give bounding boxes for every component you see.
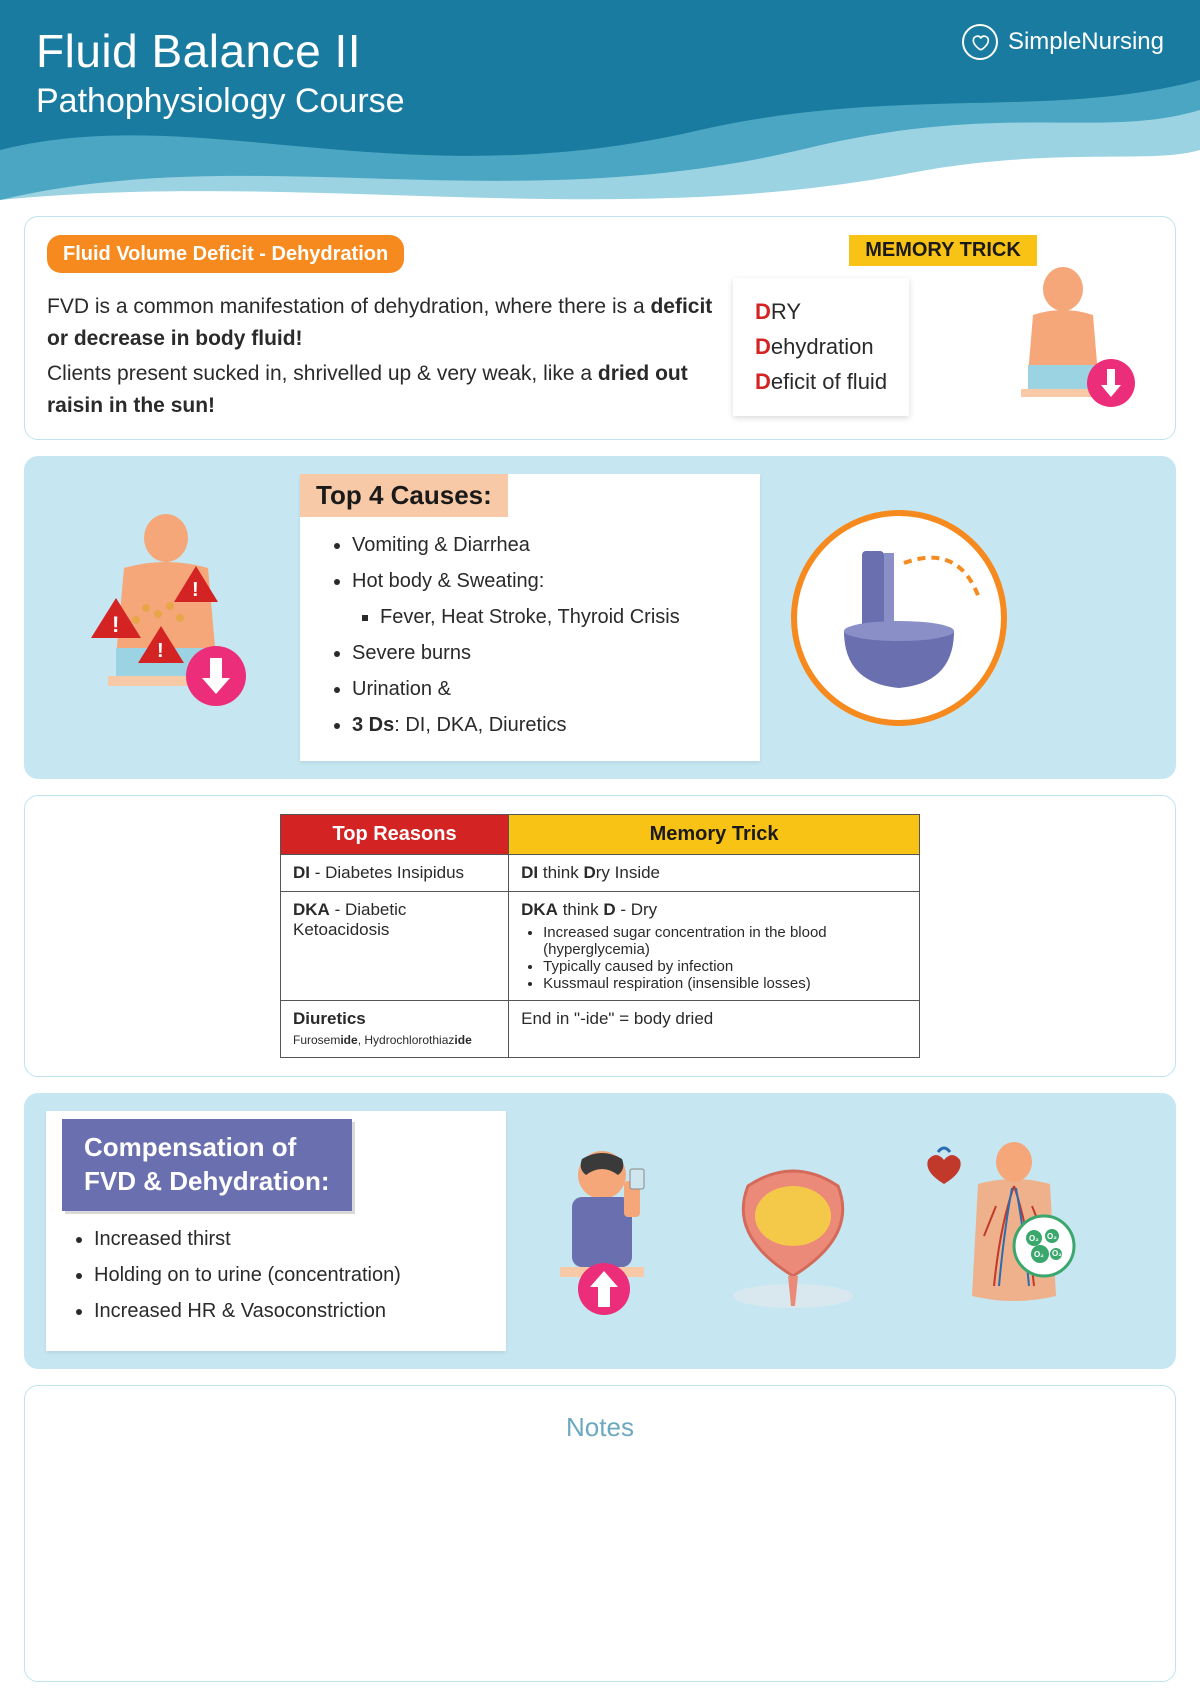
comp-item: Holding on to urine (concentration) [94,1257,484,1293]
table-row: Diuretics Furosemide, Hydrochlorothiazid… [281,1001,920,1058]
svg-text:O₂: O₂ [1047,1232,1057,1241]
fvd-text: Fluid Volume Deficit - Dehydration FVD i… [47,235,713,421]
causes-box: Top 4 Causes: Vomiting & Diarrhea Hot bo… [300,474,760,761]
brand: SimpleNursing [962,24,1164,60]
toilet-icon [784,503,1014,733]
svg-text:!: ! [157,640,164,662]
body-warning-icon: ! ! ! [46,508,276,728]
svg-text:O₂: O₂ [1052,1249,1062,1258]
comp-item: Increased HR & Vasoconstriction [94,1293,484,1329]
svg-text:!: ! [192,579,199,601]
cause-item: Vomiting & Diarrhea [352,527,736,563]
page-header: Fluid Balance II Pathophysiology Course … [0,0,1200,200]
compensation-box: Compensation ofFVD & Dehydration: Increa… [46,1111,506,1351]
memory-trick-box: DRY Dehydration Deficit of fluid [733,278,909,416]
col-header-reasons: Top Reasons [281,815,509,855]
page-title: Fluid Balance II [36,24,405,78]
causes-title: Top 4 Causes: [300,474,508,517]
torso-down-icon [1003,265,1143,415]
cause-item: 3 Ds: DI, DKA, Diuretics [352,707,736,743]
body-systems-icon: O₂O₂ O₂O₂ [904,1136,1094,1326]
person-drinking-icon [532,1141,682,1321]
heart-icon [962,24,998,60]
svg-text:O₂: O₂ [1034,1250,1044,1259]
notes-card: Notes [24,1385,1176,1682]
svg-text:O₂: O₂ [1029,1234,1039,1243]
causes-card: ! ! ! Top 4 Causes: Vomiting & Diarrhea … [24,456,1176,779]
brand-text: SimpleNursing [1008,28,1164,56]
title-block: Fluid Balance II Pathophysiology Course [36,24,405,121]
col-header-trick: Memory Trick [509,815,920,855]
cause-item: Urination & [352,671,736,707]
notes-title: Notes [47,1404,1153,1663]
reasons-card: Top Reasons Memory Trick DI - Diabetes I… [24,795,1176,1077]
table-row: DKA - Diabetic Ketoacidosis DKA think D … [281,892,920,1001]
cause-item: Severe burns [352,635,736,671]
compensation-title: Compensation ofFVD & Dehydration: [62,1119,352,1211]
table-row: DI - Diabetes Insipidus DI think Dry Ins… [281,855,920,892]
reasons-table: Top Reasons Memory Trick DI - Diabetes I… [280,814,920,1058]
content: Fluid Volume Deficit - Dehydration FVD i… [0,216,1200,1706]
bladder-icon [708,1146,878,1316]
page-subtitle: Pathophysiology Course [36,82,405,121]
fvd-card: Fluid Volume Deficit - Dehydration FVD i… [24,216,1176,440]
compensation-card: Compensation ofFVD & Dehydration: Increa… [24,1093,1176,1369]
cause-item: Hot body & Sweating: Fever, Heat Stroke,… [352,563,736,635]
memory-trick-label: MEMORY TRICK [849,235,1037,266]
svg-text:!: ! [112,612,119,637]
comp-item: Increased thirst [94,1221,484,1257]
fvd-pill: Fluid Volume Deficit - Dehydration [47,235,404,273]
memory-trick-block: MEMORY TRICK DRY Dehydration Deficit of … [733,235,1153,421]
